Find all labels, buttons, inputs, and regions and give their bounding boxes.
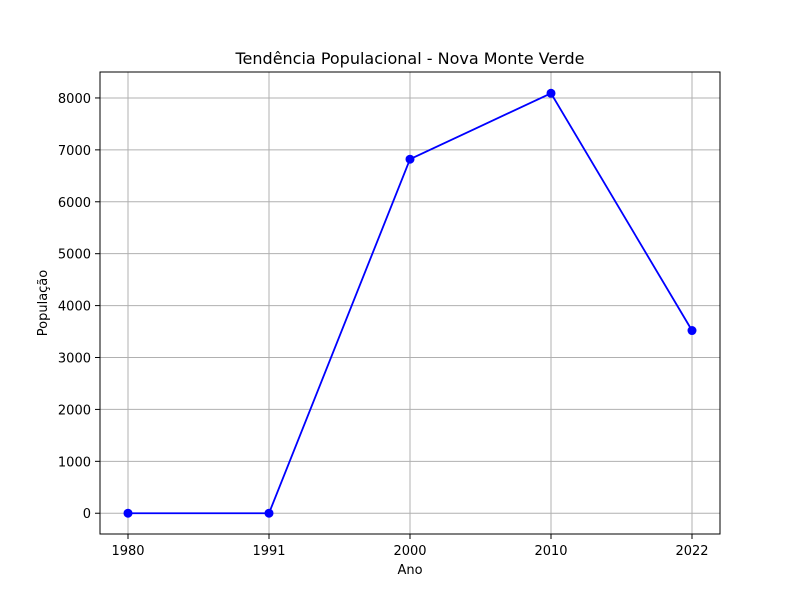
y-tick-label: 2000 [58, 403, 91, 418]
x-tick-label: 2022 [675, 544, 708, 559]
y-tick-label: 8000 [58, 92, 91, 107]
y-tick-label: 1000 [58, 455, 91, 470]
y-axis-label: População [36, 270, 51, 337]
y-tick-label: 0 [83, 507, 91, 522]
y-tick-label: 7000 [58, 144, 91, 159]
x-tick-label: 2000 [393, 544, 426, 559]
y-tick-label: 3000 [58, 352, 91, 367]
y-axis: 0 1000 2000 3000 4000 5000 6000 7000 8000 [58, 92, 100, 522]
chart-title: Tendência Populacional - Nova Monte Verd… [235, 49, 585, 68]
data-point [405, 154, 415, 164]
y-tick-label: 4000 [58, 300, 91, 315]
series-layer [123, 88, 697, 518]
data-point [546, 88, 556, 98]
data-point [123, 508, 133, 518]
x-axis: 1980 1991 2000 2010 2022 [111, 534, 709, 559]
x-tick-label: 1991 [252, 544, 285, 559]
grid-lines [100, 72, 720, 534]
x-axis-label: Ano [397, 563, 422, 578]
data-point [264, 508, 274, 518]
x-tick-label: 2010 [534, 544, 567, 559]
y-tick-label: 6000 [58, 196, 91, 211]
x-tick-label: 1980 [111, 544, 144, 559]
data-point [687, 326, 697, 336]
y-tick-label: 5000 [58, 248, 91, 263]
